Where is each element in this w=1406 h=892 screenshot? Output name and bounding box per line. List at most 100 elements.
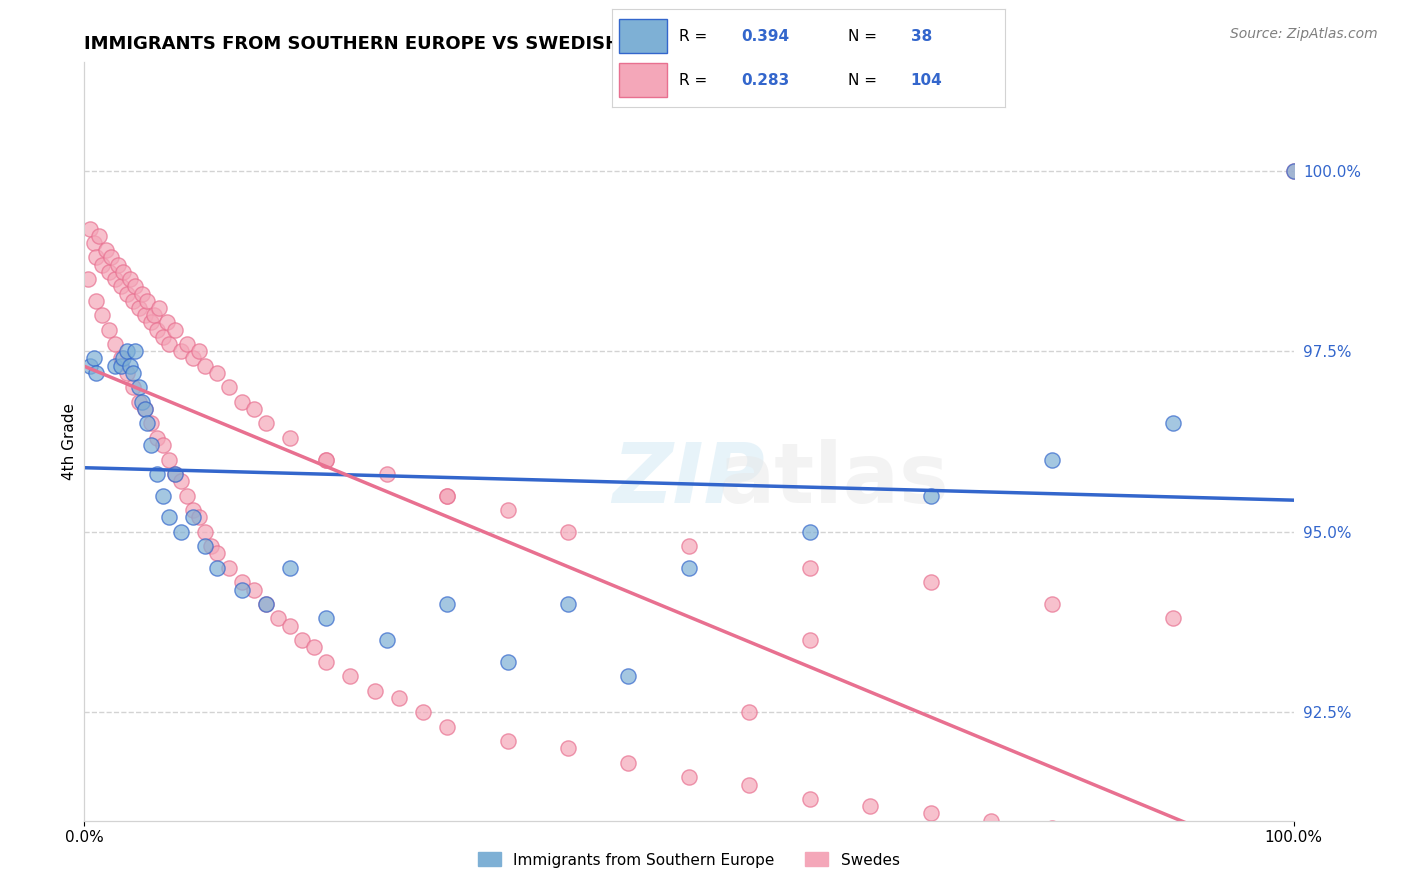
Swedes: [77, 272, 100, 286]
Swedes: [920, 575, 942, 590]
Swedes: [436, 489, 458, 503]
Swedes: [291, 633, 314, 648]
Swedes: [859, 799, 882, 814]
Immigrants from Southern Europe: [799, 524, 821, 539]
Swedes: [496, 734, 519, 748]
Text: Source: ZipAtlas.com: Source: ZipAtlas.com: [1230, 27, 1378, 41]
Text: R =: R =: [679, 29, 711, 44]
Swedes: [86, 293, 108, 308]
Immigrants from Southern Europe: [83, 351, 105, 366]
Legend: Immigrants from Southern Europe, Swedes: Immigrants from Southern Europe, Swedes: [472, 847, 905, 873]
Immigrants from Southern Europe: [115, 344, 138, 359]
Immigrants from Southern Europe: [920, 489, 942, 503]
Swedes: [91, 258, 114, 272]
Immigrants from Southern Europe: [112, 351, 135, 366]
Swedes: [139, 417, 162, 431]
Swedes: [207, 546, 229, 560]
Immigrants from Southern Europe: [194, 539, 217, 553]
Swedes: [302, 640, 325, 655]
Swedes: [157, 452, 180, 467]
Swedes: [315, 452, 337, 467]
Immigrants from Southern Europe: [496, 655, 519, 669]
Text: IMMIGRANTS FROM SOUTHERN EUROPE VS SWEDISH 4TH GRADE CORRELATION CHART: IMMIGRANTS FROM SOUTHERN EUROPE VS SWEDI…: [84, 35, 965, 53]
Text: atlas: atlas: [718, 439, 949, 520]
Immigrants from Southern Europe: [139, 438, 162, 452]
Swedes: [104, 337, 127, 351]
Swedes: [388, 690, 411, 705]
Immigrants from Southern Europe: [1282, 163, 1305, 178]
Swedes: [496, 503, 519, 517]
Swedes: [97, 323, 120, 337]
Immigrants from Southern Europe: [231, 582, 253, 597]
Swedes: [100, 251, 122, 265]
Swedes: [1161, 835, 1184, 849]
Immigrants from Southern Europe: [1161, 417, 1184, 431]
Immigrants from Southern Europe: [134, 402, 156, 417]
Immigrants from Southern Europe: [254, 597, 277, 611]
Swedes: [83, 235, 105, 250]
Swedes: [557, 741, 579, 756]
Swedes: [120, 272, 142, 286]
Immigrants from Southern Europe: [278, 561, 301, 575]
Swedes: [91, 308, 114, 322]
Swedes: [87, 228, 110, 243]
Swedes: [152, 438, 174, 452]
Swedes: [207, 366, 229, 380]
Swedes: [86, 251, 108, 265]
Swedes: [557, 524, 579, 539]
Swedes: [128, 301, 150, 315]
Immigrants from Southern Europe: [128, 380, 150, 394]
Swedes: [146, 323, 169, 337]
Immigrants from Southern Europe: [152, 489, 174, 503]
Immigrants from Southern Europe: [315, 611, 337, 625]
Text: N =: N =: [848, 73, 882, 88]
Swedes: [139, 315, 162, 329]
Immigrants from Southern Europe: [104, 359, 127, 373]
Swedes: [152, 330, 174, 344]
Immigrants from Southern Europe: [131, 394, 153, 409]
Swedes: [412, 706, 434, 720]
Immigrants from Southern Europe: [617, 669, 640, 683]
Swedes: [107, 258, 129, 272]
Swedes: [194, 524, 217, 539]
FancyBboxPatch shape: [620, 62, 666, 97]
Swedes: [94, 243, 117, 257]
FancyBboxPatch shape: [620, 19, 666, 54]
Swedes: [231, 575, 253, 590]
Swedes: [79, 221, 101, 235]
Text: 0.283: 0.283: [741, 73, 790, 88]
Swedes: [136, 293, 159, 308]
Swedes: [97, 265, 120, 279]
Swedes: [128, 394, 150, 409]
Immigrants from Southern Europe: [124, 344, 146, 359]
Swedes: [980, 814, 1002, 828]
Swedes: [254, 417, 277, 431]
Swedes: [165, 323, 187, 337]
Swedes: [315, 655, 337, 669]
Immigrants from Southern Europe: [146, 467, 169, 481]
Swedes: [1101, 828, 1123, 842]
Text: ZIP: ZIP: [613, 439, 765, 520]
Swedes: [1161, 611, 1184, 625]
Immigrants from Southern Europe: [165, 467, 187, 481]
Immigrants from Southern Europe: [557, 597, 579, 611]
Swedes: [738, 778, 761, 792]
Swedes: [176, 489, 198, 503]
Immigrants from Southern Europe: [121, 366, 143, 380]
Swedes: [242, 402, 264, 417]
Immigrants from Southern Europe: [86, 366, 108, 380]
Swedes: [170, 344, 193, 359]
Swedes: [799, 633, 821, 648]
Swedes: [104, 272, 127, 286]
Swedes: [131, 286, 153, 301]
Swedes: [146, 431, 169, 445]
Swedes: [738, 706, 761, 720]
Swedes: [165, 467, 187, 481]
Swedes: [278, 618, 301, 632]
Swedes: [218, 561, 240, 575]
Swedes: [375, 467, 398, 481]
Swedes: [176, 337, 198, 351]
Swedes: [920, 806, 942, 821]
Swedes: [218, 380, 240, 394]
Swedes: [1040, 597, 1063, 611]
